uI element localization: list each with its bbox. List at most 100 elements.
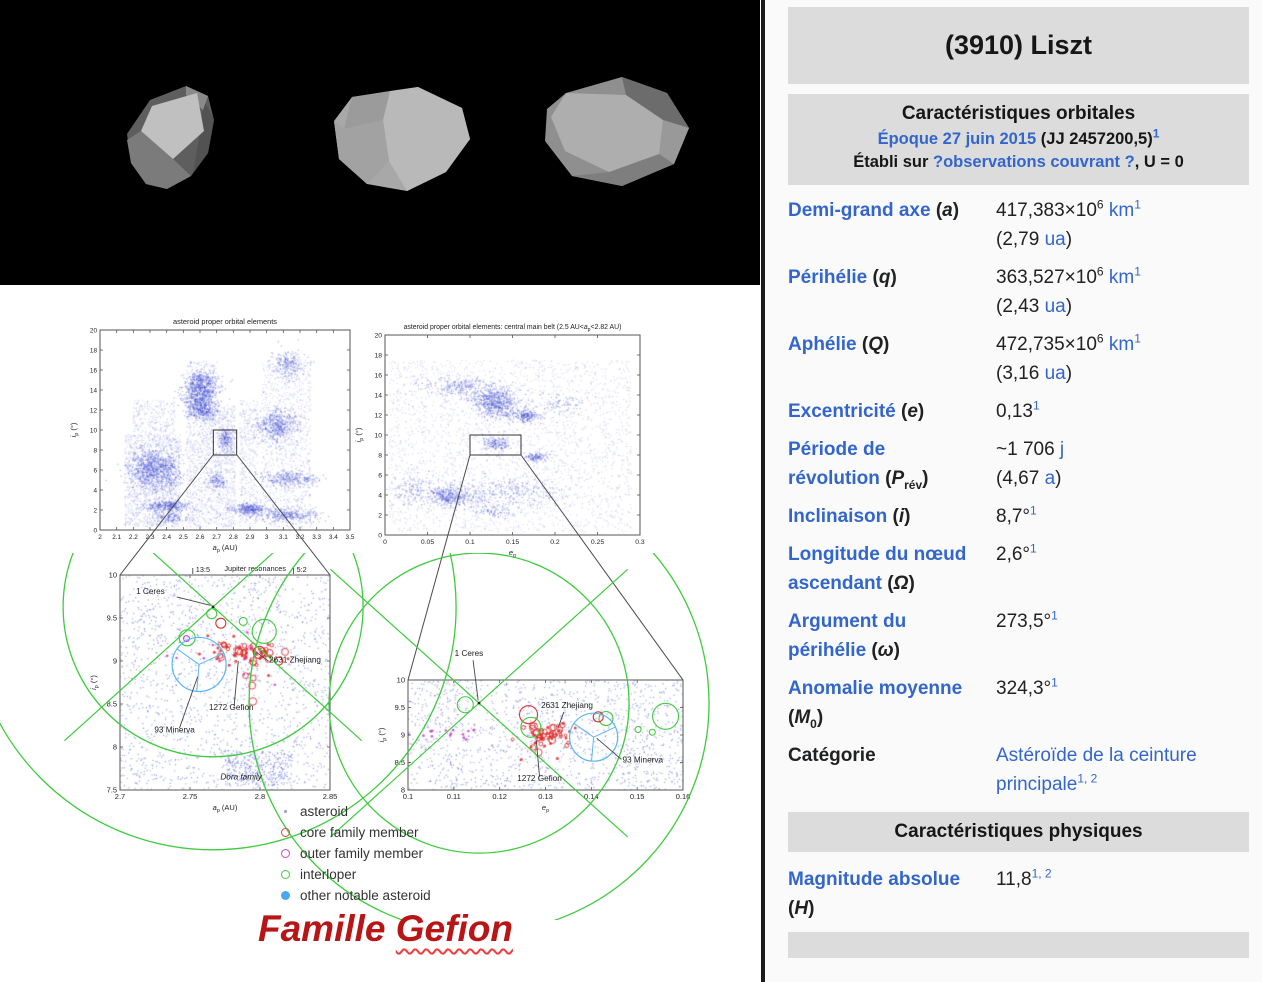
y-tick-label: 20	[374, 332, 382, 339]
infobox-link[interactable]: 1	[1030, 503, 1037, 518]
infobox-link[interactable]: Excentricité	[788, 401, 901, 422]
x-tick-label: 0.3	[635, 539, 645, 546]
y-tick-label: 6	[378, 472, 382, 479]
infobox-link[interactable]: 1	[1051, 608, 1058, 623]
text-segment: 472,735×10	[996, 334, 1097, 355]
infobox-link[interactable]: km	[1108, 334, 1135, 355]
plot-frame	[119, 574, 331, 791]
infobox-link[interactable]: 1	[1134, 197, 1141, 212]
infobox-link[interactable]: km	[1108, 267, 1135, 288]
row-value: 0,131	[970, 397, 1249, 426]
value-line: 363,527×106 km1	[996, 263, 1249, 292]
x-tick-label: 2.9	[246, 534, 255, 541]
zoom-connection-line	[520, 454, 684, 681]
row-value: 2,6°1	[970, 540, 1249, 598]
x-tick-label: 0.25	[591, 539, 604, 546]
infobox-link[interactable]: km	[1108, 200, 1135, 221]
annotation-label: 2631 Zhejiang	[269, 655, 321, 664]
asteroid-facet	[127, 131, 191, 189]
zoom-connection-line	[407, 454, 471, 681]
figure-overlay-svg: 2 2.1 2.2 2.3 2.4 2.5 2.6 2.7 2.8 2.9 3 3.1 3.2 3.3 3.…	[0, 317, 710, 920]
x-tick-label: 2.75	[183, 792, 198, 801]
annotation-leader-line	[176, 596, 211, 606]
infobox-link[interactable]: 1	[1134, 331, 1141, 346]
infobox-link[interactable]: j	[1059, 439, 1065, 460]
y-tick-label: 4	[93, 487, 97, 494]
y-tick-label: 16	[90, 367, 98, 374]
infobox-link[interactable]: ua	[1044, 229, 1066, 250]
y-axis-label: ip (°)	[377, 727, 388, 742]
filled-marker-icon	[281, 890, 290, 900]
infobox-link[interactable]: Longitude du nœud ascendant	[788, 544, 967, 594]
infobox-link[interactable]: Magnitude absolue	[788, 869, 961, 890]
caption-word-misspelled: Gefion	[395, 908, 513, 949]
asteroid-facet	[572, 154, 674, 186]
interloper-circle	[652, 702, 680, 730]
infobox-link[interactable]: ?observations couvrant ?	[932, 153, 1135, 171]
row-value: 417,383×106 km1 (2,79 ua)	[970, 196, 1249, 254]
infobox-link[interactable]: 1	[1134, 264, 1141, 279]
text-segment: (JJ 2457200,5)	[1036, 130, 1153, 148]
text-segment: rév	[904, 477, 923, 492]
infobox-link[interactable]: 1	[1030, 541, 1037, 556]
core-member-circle	[252, 645, 266, 659]
infobox-link[interactable]: Astéroïde de la ceinture principale	[996, 745, 1197, 795]
text-segment: ~1 706	[996, 439, 1060, 460]
x-tick-label: 0.15	[506, 539, 519, 546]
infobox-link[interactable]: Argument du périhélie	[788, 611, 907, 661]
text-segment: (	[872, 267, 879, 288]
text-segment: Q	[868, 334, 884, 355]
y-tick-label: 2	[93, 507, 97, 514]
annotation-label: 1272 Gefion	[209, 703, 254, 712]
infobox-link[interactable]: 1	[1051, 675, 1058, 690]
panel-divider	[761, 0, 765, 982]
text-segment: i	[898, 506, 905, 527]
infobox-link[interactable]: a	[1044, 468, 1056, 489]
x-tick-label: 0.2	[550, 539, 560, 546]
orbital-header-text: Caractéristiques orbitales	[901, 103, 1136, 124]
x-tick-label: 2.7	[115, 792, 125, 801]
text-segment: P	[891, 468, 905, 489]
x-tick-label: 2.6	[196, 534, 205, 541]
infobox-link[interactable]: Inclinaison	[788, 506, 893, 527]
infobox-link[interactable]: ua	[1044, 363, 1066, 384]
annotation-label: 93 Minerva	[623, 756, 664, 765]
infobox-link[interactable]: Demi-grand axe	[788, 200, 936, 221]
infobox-link[interactable]: Aphélie	[788, 334, 862, 355]
x-tick-label: 0.1	[465, 539, 475, 546]
y-tick-label: 8	[113, 742, 117, 751]
text-segment: 6	[1096, 331, 1104, 346]
row-label: Demi-grand axe (a)	[788, 196, 970, 254]
interloper-circle	[206, 608, 218, 620]
infobox-link[interactable]: Anomalie moyenne	[788, 678, 963, 699]
infobox-link[interactable]: 1	[1152, 126, 1160, 141]
legend-item: other notable asteroid	[281, 888, 431, 903]
text-segment: ω	[877, 640, 894, 661]
text-segment: 363,527×10	[996, 267, 1097, 288]
infobox-link[interactable]: Époque 27 juin 2015	[877, 130, 1037, 148]
x-tick-label: 2.5	[179, 534, 188, 541]
text-segment: 324,3°	[996, 678, 1052, 699]
x-tick-label: 2	[98, 534, 102, 541]
text-segment: )	[808, 898, 815, 919]
infobox-link[interactable]: Périhélie	[788, 267, 873, 288]
epoch-line: Époque 27 juin 2015 (JJ 2457200,5)1	[794, 128, 1243, 151]
infobox-link[interactable]: ua	[1044, 296, 1066, 317]
y-axis-label: ip (°)	[69, 422, 80, 437]
y-tick-label: 14	[374, 392, 382, 399]
infobox-link[interactable]: 1	[1032, 398, 1040, 413]
infobox-link[interactable]: 1, 2	[1077, 771, 1098, 786]
value-line: (2,79 ua)	[996, 225, 1249, 254]
row-label: Catégorie	[788, 741, 970, 799]
text-segment: )	[1065, 229, 1073, 250]
notable-circle-spoke	[591, 737, 595, 762]
text-segment: 0,13	[996, 401, 1033, 422]
infobox-link[interactable]: 1, 2	[1031, 866, 1052, 881]
infobox-title: (3910) Liszt	[788, 7, 1249, 84]
text-segment: 6	[1096, 264, 1104, 279]
orbital-rows: Demi-grand axe (a) 417,383×106 km1 (2,79 u…	[788, 196, 1249, 799]
y-tick-label: 18	[90, 347, 98, 354]
open-marker-icon	[281, 869, 290, 879]
y-tick-label: 14	[90, 387, 98, 394]
infobox-link[interactable]: Période de révolution	[788, 439, 886, 489]
